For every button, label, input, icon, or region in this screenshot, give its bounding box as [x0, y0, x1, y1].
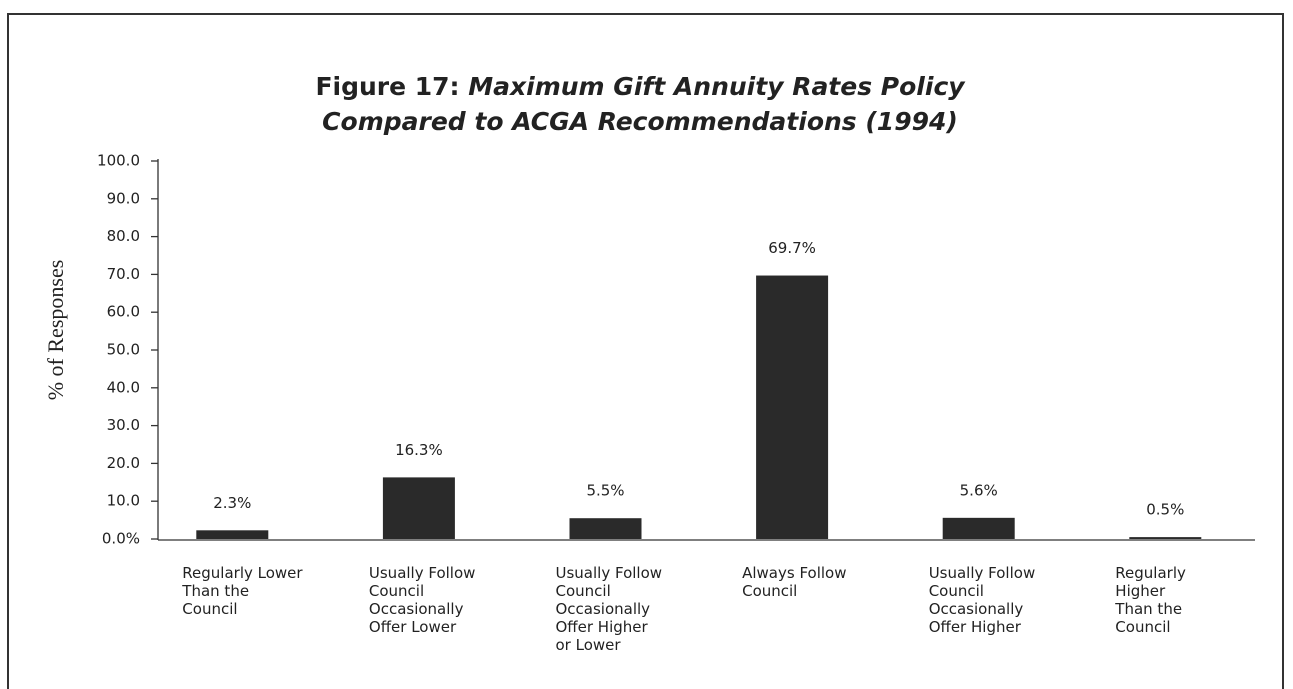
x-tick-label: Always Follow Council: [742, 564, 846, 600]
y-tick-label: 60.0: [107, 303, 140, 321]
chart-title-line: Figure 17: Maximum Gift Annuity Rates Po…: [315, 72, 966, 101]
y-tick-label: 20.0: [107, 454, 140, 472]
frame: [7, 13, 1284, 689]
x-tick-label: Regularly Lower Than the Council: [181, 564, 303, 618]
value-label: 0.5%: [1146, 501, 1184, 519]
y-tick-label: 70.0: [107, 265, 140, 283]
bar: [196, 530, 269, 539]
y-tick-label: 0.0%: [102, 530, 140, 548]
y-tick-label: 50.0: [107, 341, 140, 359]
x-tick-label: Usually Follow Council Occasionally Offer H…: [556, 564, 663, 654]
y-tick-label: 40.0: [107, 378, 140, 396]
x-tick-label: Usually Follow Council Occasionally Offer L…: [369, 564, 476, 636]
bar: [942, 517, 1015, 539]
chart-title-line: Compared to ACGA Recommendations (1994): [322, 107, 958, 136]
y-tick-label: 100.0: [97, 152, 140, 170]
bar: [569, 518, 642, 539]
y-tick-label: 30.0: [107, 416, 140, 434]
bar: [382, 477, 455, 539]
x-tick-label: Usually Follow Council Occasionally Offer H…: [929, 564, 1036, 636]
y-tick-label: 80.0: [107, 227, 140, 245]
x-tick-label: Regularly Higher Than the Council: [1114, 564, 1186, 636]
bar: [756, 275, 829, 539]
y-axis-label: % of Responses: [43, 260, 68, 401]
value-label: 16.3%: [395, 441, 443, 459]
value-label: 69.7%: [768, 239, 816, 257]
value-label: 5.6%: [960, 481, 998, 499]
value-label: 5.5%: [586, 482, 624, 500]
bar: [1129, 537, 1202, 539]
y-tick-label: 90.0: [107, 189, 140, 207]
y-tick-label: 10.0: [107, 492, 140, 510]
value-label: 2.3%: [213, 494, 251, 512]
